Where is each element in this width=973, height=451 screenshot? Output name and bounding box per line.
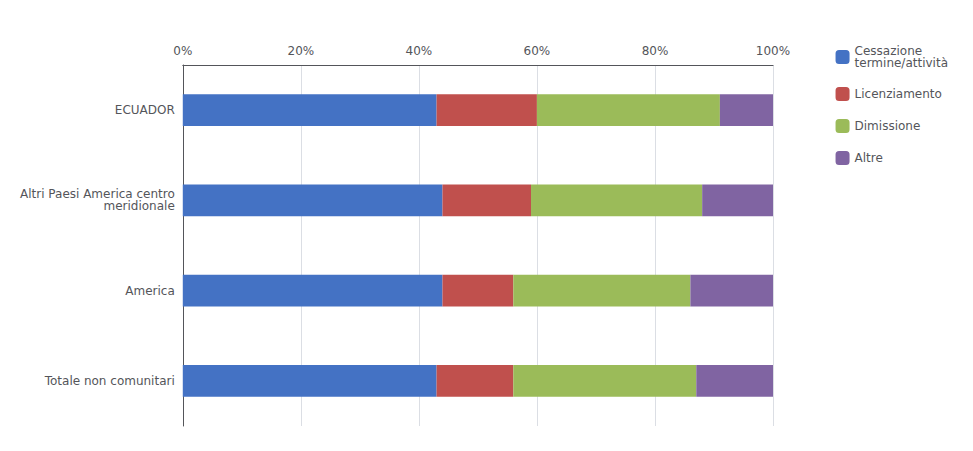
svg-text:Dimissione: Dimissione — [855, 119, 921, 133]
svg-text:20%: 20% — [287, 44, 314, 58]
svg-text:80%: 80% — [642, 44, 669, 58]
svg-text:100%: 100% — [756, 44, 790, 58]
svg-text:40%: 40% — [406, 44, 433, 58]
svg-text:termine/attività: termine/attività — [855, 56, 948, 70]
svg-text:0%: 0% — [173, 44, 192, 58]
svg-text:Licenziamento: Licenziamento — [855, 87, 942, 101]
svg-text:meridionale: meridionale — [103, 199, 174, 213]
svg-text:Totale non comunitari: Totale non comunitari — [44, 374, 175, 388]
svg-text:Cessazione: Cessazione — [854, 44, 923, 58]
svg-text:Altri Paesi America centro: Altri Paesi America centro — [20, 187, 175, 202]
svg-text:ECUADOR: ECUADOR — [115, 103, 175, 117]
svg-text:60%: 60% — [524, 44, 551, 58]
svg-text:America: America — [125, 284, 175, 298]
svg-text:Altre: Altre — [855, 151, 883, 165]
